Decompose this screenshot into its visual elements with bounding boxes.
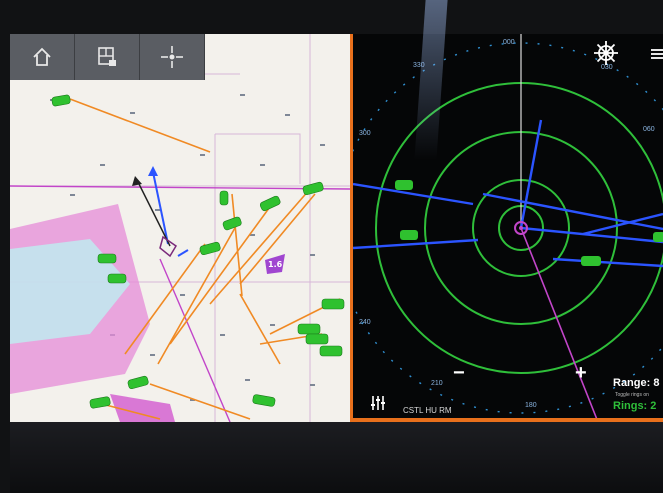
- home-icon: [33, 47, 51, 66]
- position-button[interactable]: [140, 34, 205, 80]
- purple-lines: [10, 185, 350, 422]
- bearing-label-330: 330: [413, 62, 425, 69]
- depth-marker-label: 1.6: [268, 260, 283, 269]
- bearing-label-300: 300: [359, 130, 371, 137]
- radar-pane[interactable]: 000 030 060 240 210 180 300 330: [350, 34, 663, 422]
- menu-icon: [651, 49, 663, 59]
- chart-toolbar: [10, 34, 205, 80]
- split-screen-button[interactable]: [75, 34, 140, 80]
- range-note: Toggle rings on: [615, 392, 649, 398]
- chart-pane[interactable]: 1.6: [10, 34, 350, 422]
- zoom-in-button[interactable]: +: [575, 362, 587, 384]
- helm-wheel-icon: [594, 41, 618, 65]
- bearing-label-210: 210: [431, 380, 443, 387]
- own-vessel-vectors: [132, 166, 189, 258]
- radar-menu-button[interactable]: [649, 46, 663, 60]
- shallow-water-area: [10, 239, 130, 344]
- restricted-area-2: [110, 394, 175, 422]
- rings-label: Rings: 2: [613, 400, 657, 412]
- bearing-label-060: 060: [643, 126, 655, 133]
- bearing-label-240: 240: [359, 319, 371, 326]
- mfd-screen: 1.6: [10, 34, 663, 422]
- bearing-line: [520, 227, 599, 422]
- radar-display[interactable]: [353, 34, 663, 422]
- zoom-out-button[interactable]: −: [453, 362, 465, 384]
- pane-bottom-border: [350, 418, 663, 422]
- radar-targets: [395, 180, 663, 266]
- bearing-label-030: 030: [601, 64, 613, 71]
- bearing-label-180: 180: [525, 402, 537, 409]
- depth-soundings: [50, 94, 325, 401]
- split-screen-icon: [98, 47, 116, 66]
- radar-settings-button[interactable]: [593, 40, 619, 66]
- ais-targets: [51, 94, 345, 409]
- bearing-label-000: 000: [503, 39, 515, 46]
- crosshair-icon: [161, 46, 183, 68]
- ais-tracks: [69, 98, 341, 420]
- home-button[interactable]: [10, 34, 75, 80]
- target-vectors: [353, 119, 663, 268]
- nautical-chart[interactable]: [10, 34, 350, 422]
- depth-marker: [265, 254, 285, 274]
- range-label: Range: 8: [613, 377, 660, 389]
- radar-status-text: CSTL HU RM: [403, 406, 452, 415]
- radar-adjust-button[interactable]: [369, 394, 387, 412]
- sliders-icon: [371, 396, 385, 410]
- own-ship-marker: [514, 221, 528, 235]
